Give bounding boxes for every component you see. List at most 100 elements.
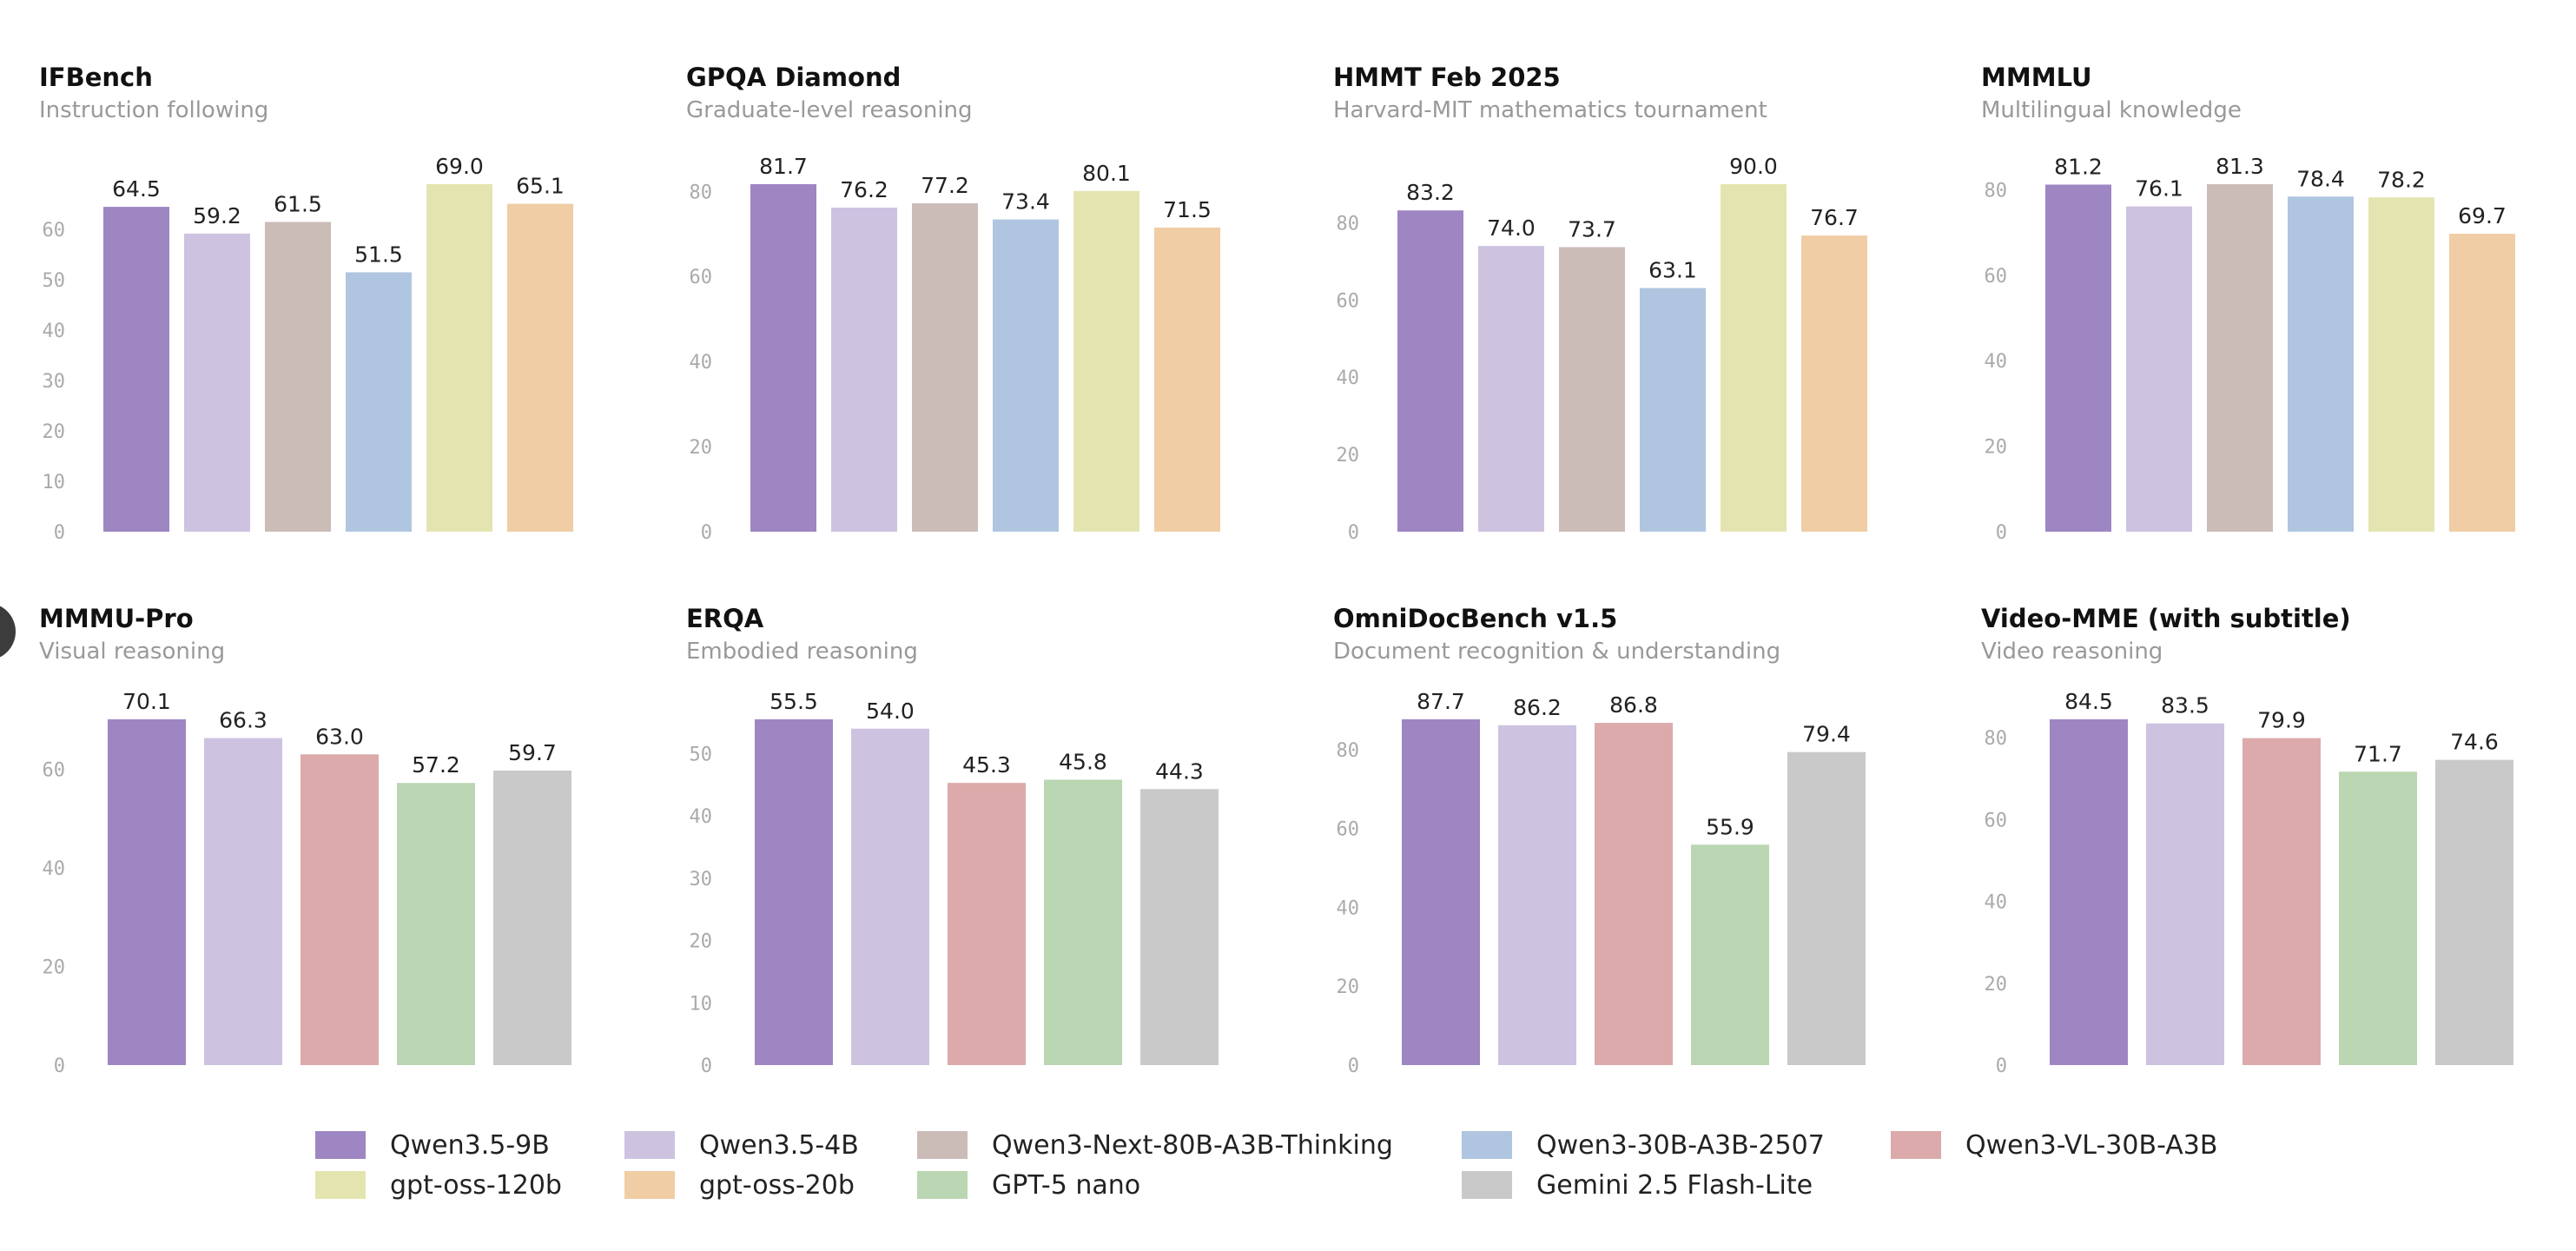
y-tick-label: 60 — [1985, 266, 2008, 288]
bar-value-label: 81.3 — [2216, 154, 2264, 179]
y-tick-label: 30 — [690, 869, 713, 890]
legend-label: GPT-5 nano — [992, 1169, 1141, 1201]
legend-label: Qwen3.5-9B — [390, 1129, 550, 1161]
bar-value-label: 76.2 — [840, 177, 888, 202]
y-tick-label: 0 — [54, 522, 65, 544]
chart-title: MMMU-Pro — [39, 604, 194, 633]
bar-value-label: 78.2 — [2377, 167, 2426, 192]
bar-value-label: 81.2 — [2054, 154, 2103, 179]
bar-qwen3-5-4b — [2126, 206, 2192, 532]
legend-item-gpt5-nano: GPT-5 nano — [917, 1169, 1140, 1201]
chart-subtitle: Multilingual knowledge — [1981, 97, 2242, 123]
y-tick-label: 0 — [701, 1056, 712, 1077]
bar-chart: 0 20 40 60 80 81.7 76.2 77.2 73.4 80.1 71.5 — [690, 154, 1220, 544]
bar-gpt-oss-20b — [1154, 227, 1220, 532]
chart-subtitle: Visual reasoning — [39, 639, 226, 665]
bar-qwen3-5-9b — [2050, 719, 2128, 1065]
bar-qwen3-next-80b-a3b-thinking — [2207, 184, 2273, 532]
y-tick-label: 40 — [1985, 892, 2008, 914]
bar-value-label: 76.7 — [1810, 205, 1859, 230]
y-tick-label: 80 — [690, 182, 713, 203]
bar-gpt-oss-20b — [2449, 234, 2515, 532]
chart-panel-hmmt-feb-2025: HMMT Feb 2025 Harvard-MIT mathematics tou… — [1294, 0, 1941, 1251]
y-tick-label: 40 — [690, 352, 713, 374]
bar-qwen3-5-9b — [103, 207, 169, 532]
chart-panel-omnidocbench-v1-5: OmniDocBench v1.5 Document recognition & … — [1294, 0, 1941, 1251]
bar-qwen3-5-4b — [184, 233, 250, 532]
y-tick-label: 60 — [690, 267, 713, 288]
chart-title: HMMT Feb 2025 — [1333, 63, 1561, 92]
bar-qwen3-vl-30b-a3b — [948, 783, 1026, 1065]
legend-label: Gemini 2.5 Flash-Lite — [1536, 1169, 1813, 1201]
bar-gpt-5-nano — [1691, 844, 1769, 1065]
bar-value-label: 45.8 — [1059, 750, 1107, 775]
bar-qwen3-vl-30b-a3b — [1595, 723, 1673, 1065]
legend-swatch — [315, 1171, 366, 1199]
bar-chart: 0 20 40 60 80 87.7 86.2 86.8 55.9 79.4 — [1337, 689, 1866, 1077]
y-tick-label: 0 — [701, 522, 712, 544]
bar-gpt-oss-20b — [507, 203, 573, 532]
legend-label: Qwen3-VL-30B-A3B — [1965, 1129, 2218, 1161]
bar-value-label: 44.3 — [1155, 758, 1204, 784]
bar-value-label: 61.5 — [274, 191, 322, 216]
bar-qwen3-vl-30b-a3b — [2242, 738, 2321, 1065]
bar-value-label: 86.8 — [1609, 692, 1658, 718]
bar-gpt-oss-20b — [1801, 235, 1867, 532]
bar-gpt-5-nano — [2339, 771, 2417, 1065]
y-tick-label: 0 — [1348, 522, 1359, 544]
y-tick-label: 20 — [1985, 974, 2008, 996]
legend-item-gpt-oss-120b: gpt-oss-120b — [315, 1169, 562, 1201]
legend-swatch — [1891, 1131, 1941, 1159]
bar-qwen3-next-80b-a3b-thinking — [265, 222, 331, 532]
y-tick-label: 40 — [43, 858, 66, 880]
chart-subtitle: Harvard-MIT mathematics tournament — [1333, 97, 1767, 123]
bar-value-label: 83.2 — [1406, 180, 1455, 205]
legend-item-gemini-flash-lite: Gemini 2.5 Flash-Lite — [1462, 1169, 1813, 1201]
y-tick-label: 0 — [1996, 522, 2007, 544]
legend-item-qwen35-4b: Qwen3.5-4B — [624, 1129, 859, 1161]
chart-subtitle: Document recognition & understanding — [1333, 639, 1781, 665]
y-tick-label: 20 — [690, 437, 713, 459]
y-tick-label: 20 — [43, 956, 66, 978]
chart-subtitle: Instruction following — [39, 97, 269, 123]
bar-qwen3-5-4b — [204, 738, 282, 1065]
bar-value-label: 66.3 — [219, 708, 268, 733]
chart-panel-mmmu-pro: MMMU-Pro Visual reasoning 0 20 40 60 70.1 66.3 6… — [0, 0, 647, 1251]
bar-value-label: 79.4 — [1802, 722, 1851, 747]
bar-qwen3-5-9b — [1397, 210, 1463, 532]
side-navigation-handle[interactable] — [0, 603, 16, 660]
bar-value-label: 74.0 — [1487, 215, 1536, 241]
bar-value-label: 65.1 — [516, 174, 565, 199]
chart-panel-gpqa-diamond: GPQA Diamond Graduate-level reasoning 0 20 4… — [647, 0, 1294, 1251]
legend-swatch — [315, 1131, 366, 1159]
legend-swatch — [624, 1171, 675, 1199]
legend-label: Qwen3.5-4B — [699, 1129, 859, 1161]
chart-panel-video-mme-with-subtitle: Video-MME (with subtitle) Video reasoning… — [1942, 0, 2576, 1251]
legend-label: Qwen3-30B-A3B-2507 — [1536, 1129, 1825, 1161]
y-tick-label: 50 — [43, 270, 66, 292]
y-tick-label: 20 — [1985, 437, 2008, 459]
legend-swatch — [1462, 1171, 1512, 1199]
chart-title: IFBench — [39, 63, 153, 92]
bar-chart: 0 20 40 60 80 84.5 83.5 79.9 71.7 74.6 — [1985, 689, 2513, 1077]
legend-item-qwen3-next: Qwen3-Next-80B-A3B-Thinking — [917, 1129, 1393, 1161]
bar-gpt-oss-120b — [1073, 190, 1139, 532]
bar-value-label: 76.1 — [2135, 176, 2183, 202]
y-tick-label: 20 — [1337, 976, 1360, 998]
bar-gpt-oss-120b — [1721, 184, 1787, 532]
bar-value-label: 45.3 — [962, 752, 1011, 778]
bar-qwen3-30b-a3b-2507 — [2288, 196, 2354, 533]
legend-item-qwen35-9b: Qwen3.5-9B — [315, 1129, 550, 1161]
bar-value-label: 70.1 — [122, 689, 171, 714]
bar-value-label: 74.6 — [2450, 730, 2499, 755]
legend-item-qwen3-vl: Qwen3-VL-30B-A3B — [1891, 1129, 2217, 1161]
bar-value-label: 59.2 — [193, 203, 241, 228]
y-tick-label: 10 — [43, 472, 66, 493]
bar-value-label: 57.2 — [412, 752, 460, 778]
y-tick-label: 80 — [1337, 740, 1360, 762]
bar-value-label: 55.9 — [1706, 814, 1754, 839]
bar-value-label: 69.7 — [2458, 203, 2507, 228]
bar-value-label: 90.0 — [1729, 154, 1778, 179]
y-tick-label: 40 — [1985, 351, 2008, 373]
bar-value-label: 86.2 — [1513, 695, 1562, 720]
